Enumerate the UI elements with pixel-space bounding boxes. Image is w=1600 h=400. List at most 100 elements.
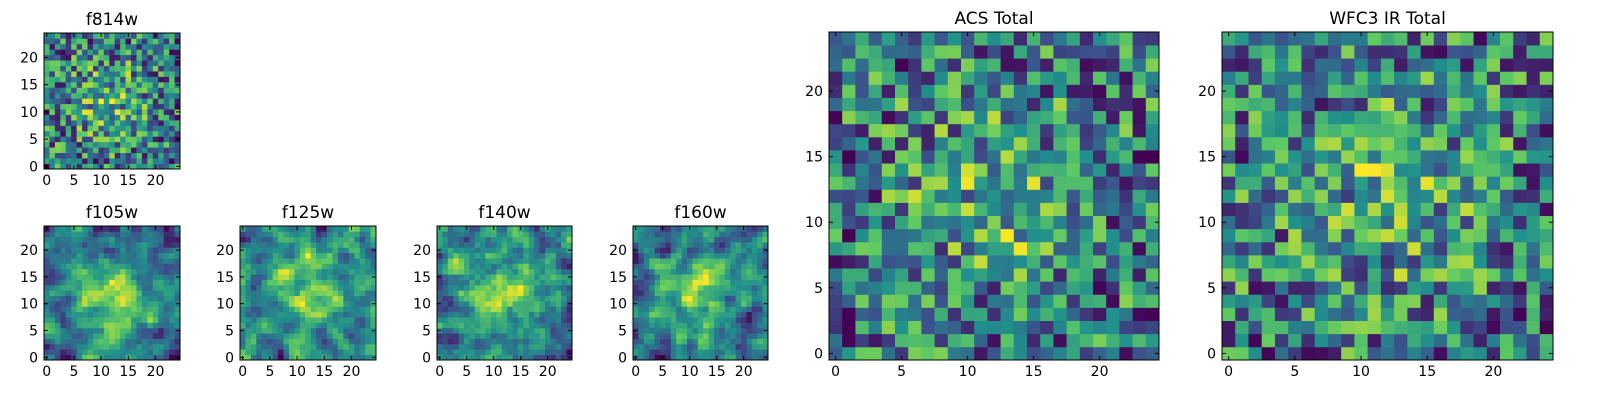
heatmap-cell	[103, 163, 110, 170]
x-tick-label: 10	[681, 364, 699, 380]
heatmap-cell	[49, 109, 56, 115]
heatmap-cell	[348, 317, 355, 323]
heatmap-cell	[1380, 110, 1395, 125]
x-tick-label: 0	[42, 364, 51, 380]
heatmap-cell	[660, 306, 666, 313]
heatmap-cell	[169, 263, 175, 270]
heatmap-cell	[327, 311, 333, 318]
heatmap-cell	[65, 125, 72, 132]
heatmap-cell	[1367, 255, 1382, 269]
heatmap-cell	[842, 110, 856, 125]
heatmap-cell	[633, 242, 639, 248]
heatmap-cell	[141, 152, 148, 159]
heatmap-cell	[125, 311, 132, 318]
heatmap-cell	[1027, 333, 1041, 348]
heatmap-cell	[348, 295, 355, 302]
heatmap-cell	[1261, 307, 1276, 321]
heatmap-cell	[474, 274, 481, 280]
heatmap-cell	[1288, 45, 1302, 59]
heatmap-cell	[735, 242, 742, 248]
heatmap-cell	[109, 43, 116, 50]
heatmap-cell	[103, 152, 110, 159]
heatmap-cell	[158, 236, 165, 243]
heatmap-cell	[114, 92, 121, 99]
heatmap-cell	[676, 311, 682, 318]
heatmap-cell	[1106, 268, 1120, 282]
heatmap-cell	[1420, 45, 1435, 59]
heatmap-cell	[649, 301, 655, 307]
heatmap-cell	[283, 301, 290, 307]
heatmap-cell	[1222, 97, 1236, 112]
heatmap-cell	[82, 354, 88, 361]
heatmap-cell	[437, 322, 443, 329]
heatmap-cell	[87, 301, 94, 307]
heatmap-cell	[638, 231, 645, 238]
heatmap-cell	[1380, 202, 1395, 217]
heatmap-cell	[724, 295, 731, 302]
heatmap-cell	[158, 136, 165, 143]
heatmap-cell	[730, 295, 736, 302]
heatmap-cell	[757, 290, 763, 297]
heatmap-cell	[501, 226, 508, 232]
heatmap-cell	[947, 189, 962, 203]
heatmap-cell	[746, 231, 753, 238]
heatmap-cell	[1222, 176, 1236, 190]
heatmap-cell	[681, 258, 688, 264]
heatmap-cell	[299, 290, 306, 297]
heatmap-cell	[480, 338, 486, 345]
heatmap-cell	[1235, 71, 1249, 85]
heatmap-cell	[762, 231, 769, 238]
heatmap-cell	[1000, 150, 1015, 164]
heatmap-cell	[855, 215, 869, 230]
heatmap-cell	[437, 252, 443, 259]
heatmap-cell	[741, 258, 747, 264]
heatmap-cell	[762, 343, 769, 350]
heatmap-cell	[136, 274, 143, 280]
heatmap-cell	[1407, 97, 1421, 112]
heatmap-cell	[868, 255, 883, 269]
heatmap-cell	[539, 354, 546, 361]
heatmap-cell	[82, 226, 88, 232]
heatmap-cell	[60, 152, 67, 159]
heatmap-cell	[485, 338, 492, 345]
heatmap-cell	[1341, 281, 1355, 295]
heatmap-cell	[697, 242, 704, 248]
heatmap-cell	[321, 231, 328, 238]
heatmap-cell	[310, 284, 317, 291]
heatmap-cell	[114, 301, 121, 307]
heatmap-cell	[147, 141, 154, 148]
heatmap-cell	[82, 103, 88, 110]
heatmap-cell	[633, 317, 639, 323]
heatmap-cell	[147, 354, 154, 361]
heatmap-cell	[555, 290, 562, 297]
heatmap-cell	[687, 279, 693, 286]
heatmap-cell	[299, 322, 306, 329]
heatmap-cell	[1367, 294, 1382, 308]
heatmap-cell	[103, 247, 110, 254]
y-tick-label: 20	[20, 243, 38, 259]
heatmap-cell	[136, 120, 143, 126]
heatmap-cell	[120, 141, 126, 148]
heatmap-cell	[741, 343, 747, 350]
heatmap-cell	[437, 268, 443, 275]
heatmap-cell	[152, 290, 159, 297]
heatmap-cell	[746, 236, 753, 243]
heatmap-cell	[76, 247, 83, 254]
heatmap-cell	[1013, 333, 1028, 348]
heatmap-cell	[539, 279, 546, 286]
heatmap-cell	[147, 322, 154, 329]
heatmap-cell	[158, 274, 165, 280]
heatmap-cell	[638, 279, 645, 286]
heatmap-cell	[321, 343, 328, 350]
heatmap-cell	[267, 274, 273, 280]
heatmap-cell	[496, 317, 503, 323]
heatmap-cell	[278, 343, 284, 350]
heatmap-cell	[120, 38, 126, 45]
heatmap-cell	[496, 268, 503, 275]
heatmap-cell	[881, 176, 896, 190]
heatmap-cell	[868, 346, 883, 361]
heatmap-cell	[152, 130, 159, 137]
heatmap-cells	[437, 226, 573, 361]
heatmap-cell	[60, 354, 67, 361]
heatmap-cell	[638, 252, 645, 259]
